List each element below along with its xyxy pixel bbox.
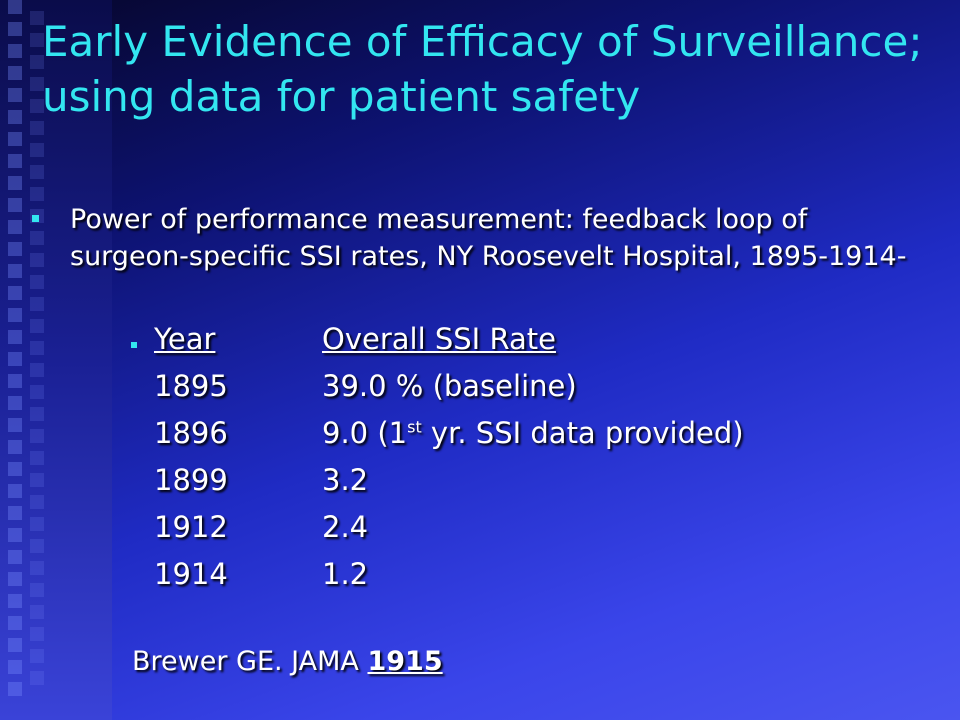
- citation-text: Brewer GE. JAMA: [132, 646, 368, 677]
- citation: Brewer GE. JAMA 1915: [132, 646, 443, 677]
- main-bullet-text: Power of performance measurement: feedba…: [70, 204, 907, 272]
- slide-title: Early Evidence of Efficacy of Surveillan…: [42, 17, 923, 121]
- header-year: Year: [154, 322, 216, 356]
- row-year: 1914: [154, 557, 228, 591]
- row-year: 1899: [154, 463, 228, 497]
- row-year: 1895: [154, 369, 228, 403]
- citation-year: 1915: [367, 646, 443, 677]
- row-rate-pre: 9.0 (1: [322, 416, 408, 450]
- table-row: 1914 1.2: [128, 557, 828, 597]
- decorative-left-strip: [0, 0, 112, 720]
- row-rate-post: yr. SSI data provided): [421, 416, 744, 450]
- row-rate: 2.4: [322, 510, 369, 544]
- table-header-row: Year Overall SSI Rate: [128, 322, 828, 362]
- bullet-square-icon: [131, 342, 137, 348]
- square-pattern-column: [8, 0, 22, 704]
- row-rate-sup: st: [407, 417, 422, 437]
- row-year: 1896: [154, 416, 228, 450]
- table-row: 1912 2.4: [128, 510, 828, 550]
- row-rate: 39.0 % (baseline): [322, 369, 577, 403]
- table-row: 1899 3.2: [128, 463, 828, 503]
- row-rate: 3.2: [322, 463, 369, 497]
- row-year: 1912: [154, 510, 228, 544]
- table-row: 1896 9.0 (1st yr. SSI data provided): [128, 416, 828, 456]
- row-rate: 1.2: [322, 557, 369, 591]
- row-rate: 9.0 (1st yr. SSI data provided): [322, 416, 744, 450]
- table-row: 1895 39.0 % (baseline): [128, 369, 828, 409]
- bullet-square-icon: [32, 215, 39, 222]
- header-rate: Overall SSI Rate: [322, 322, 556, 356]
- square-pattern-column: [30, 11, 44, 693]
